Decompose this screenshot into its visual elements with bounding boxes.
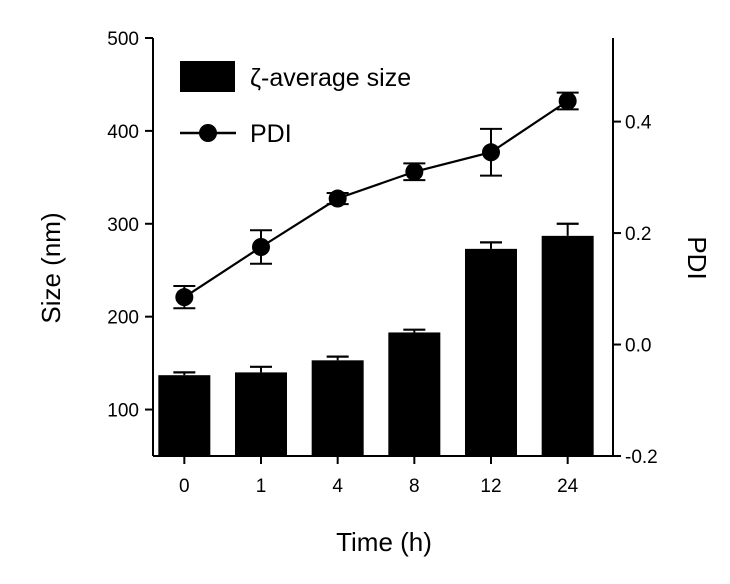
y-tick-label-400: 400 [107,122,139,143]
bar-24 [541,235,594,456]
x-tick-label-8: 8 [409,476,420,497]
pdi-point-12 [482,143,500,162]
pdi-point-8 [405,162,424,181]
pdi-point-0 [175,288,194,307]
x-tick-label-0: 0 [179,476,190,497]
pdi-point-4 [328,189,347,208]
bar-12 [465,248,517,456]
legend: ζ-average size PDI [180,61,411,148]
pdi-point-1 [252,238,270,256]
legend-label-size: ζ-average size [250,64,411,92]
bar-4 [311,360,364,456]
x-tick-label-24: 24 [557,476,579,497]
y2-axis-title: PDI [682,236,712,279]
pdi-point-24 [558,91,577,110]
y2-tick-label-0.0: 0.0 [625,336,651,357]
bar-0 [158,375,211,456]
bars-layer [158,235,594,456]
y2-tick-label-0.2: 0.2 [625,224,651,245]
bar-8 [388,332,441,456]
y-tick-label-200: 200 [107,308,139,329]
x-tick-label-4: 4 [332,476,343,497]
x-axis-title: Time (h) [336,527,432,557]
pdi-line-layer [173,91,579,310]
y-tick-label-100: 100 [107,401,139,422]
legend-marker-pdi [199,124,217,142]
bar-error-bars [173,222,579,376]
y-axis-title: Size (nm) [36,212,66,323]
y2-tick-label-0.4: 0.4 [625,113,652,134]
y-tick-label-300: 300 [107,215,139,236]
x-tick-label-1: 1 [256,476,267,497]
y2-tick-label--0.2: -0.2 [625,447,658,468]
x-tick-label-12: 12 [480,476,501,497]
pdi-line [183,100,569,299]
legend-label-pdi: PDI [250,120,292,148]
legend-bar-swatch [180,61,235,92]
y-tick-label-500: 500 [107,29,139,50]
bar-1 [235,372,287,456]
axes-layer: 100 200 300 400 500 -0.2 0.0 0.2 0.4 0 1 4 8 12 24 [107,29,657,497]
